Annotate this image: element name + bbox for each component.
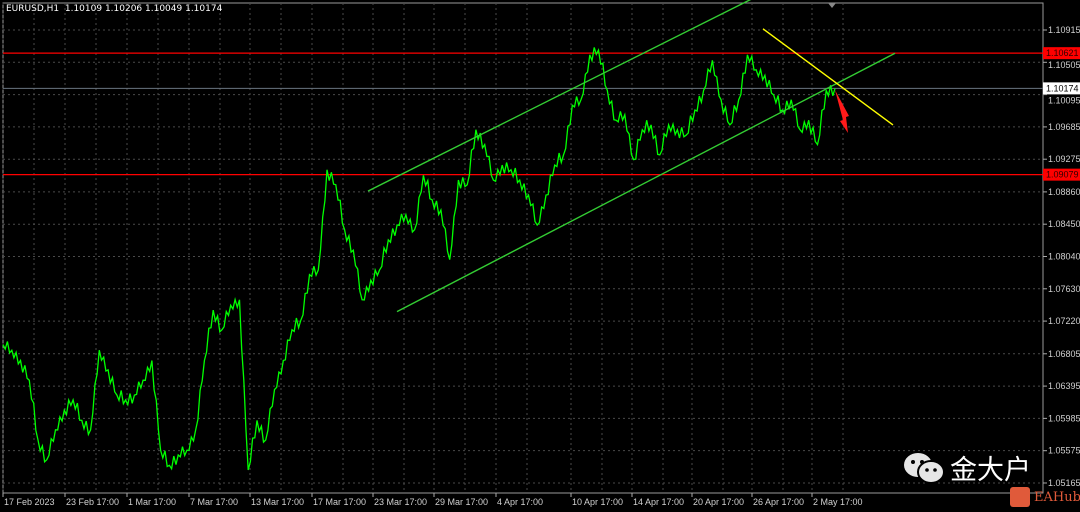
x-tick-label: 10 Apr 17:00: [572, 497, 623, 507]
y-tick-label: 1.10915: [1048, 25, 1080, 35]
y-tick-label: 1.07630: [1048, 284, 1080, 294]
ohlc-label: 1.10109 1.10206 1.10049 1.10174: [64, 4, 223, 14]
x-tick-label: 23 Feb 17:00: [66, 497, 119, 507]
x-tick-label: 23 Mar 17:00: [374, 497, 427, 507]
down-arrow-icon: [835, 90, 849, 133]
chart-title: EURUSD,H1 1.10109 1.10206 1.10049 1.1017…: [6, 4, 222, 14]
price-line: [2, 47, 836, 471]
price-series: [2, 47, 836, 471]
y-tick-label: 1.05985: [1048, 413, 1080, 423]
robot-icon: [1010, 487, 1030, 507]
horizontal-levels: 1.10621 1.09079 1.10174: [3, 47, 1080, 181]
x-tick-label: 4 Apr 17:00: [497, 497, 543, 507]
x-tick-label: 17 Mar 17:00: [313, 497, 366, 507]
current-price-label: 1.10174: [1046, 83, 1079, 93]
y-tick-label: 1.09685: [1048, 122, 1080, 132]
x-tick-label: 2 May 17:00: [813, 497, 863, 507]
eahub-logo: EAHub: [1010, 487, 1080, 507]
x-tick-label: 1 Mar 17:00: [128, 497, 176, 507]
eahub-text: EAHub: [1034, 489, 1080, 505]
level-price-tag: [1043, 47, 1080, 60]
level-price-label: 1.09079: [1046, 170, 1079, 180]
wechat-icon: [904, 452, 945, 484]
shift-marker-icon[interactable]: [828, 3, 836, 8]
y-tick-label: 1.10095: [1048, 95, 1080, 105]
channel-upper-trendline: [367, 0, 752, 192]
level-price-tag: [1043, 168, 1080, 181]
symbol-label: EURUSD,H1: [6, 4, 60, 14]
x-tick-label: 20 Apr 17:00: [693, 497, 744, 507]
downtrend-trendline: [762, 28, 894, 126]
y-tick-label: 1.06395: [1048, 381, 1080, 391]
x-tick-label: 14 Apr 17:00: [633, 497, 684, 507]
x-tick-label: 26 Apr 17:00: [753, 497, 804, 507]
level-price-label: 1.10621: [1046, 48, 1079, 58]
current-price-tag: [1043, 82, 1080, 95]
y-tick-label: 1.07220: [1048, 316, 1080, 326]
watermark: 金大户: [902, 448, 1031, 487]
plot-area: [2, 2, 1044, 494]
grid: [2, 3, 1043, 493]
x-tick-label: 29 Mar 17:00: [435, 497, 488, 507]
channel-lower-trendline: [396, 52, 896, 313]
x-tick-label: 13 Mar 17:00: [251, 497, 304, 507]
x-tick-label: 7 Mar 17:00: [190, 497, 238, 507]
y-tick-label: 1.08450: [1048, 219, 1080, 229]
y-tick-label: 1.05165: [1048, 478, 1080, 488]
watermark-text: 金大户: [950, 455, 1031, 486]
y-tick-label: 1.08860: [1048, 187, 1080, 197]
price-axis[interactable]: 1.10915 1.10505 1.10095 1.09685 1.09275 1.088…: [1043, 25, 1080, 488]
y-tick-label: 1.09275: [1048, 154, 1080, 164]
y-tick-label: 1.10505: [1048, 60, 1080, 70]
trendlines: [367, 0, 896, 313]
y-tick-label: 1.08040: [1048, 251, 1080, 261]
time-axis[interactable]: 17 Feb 2023 23 Feb 17:00 1 Mar 17:00 7 Mar …: [2, 493, 863, 507]
y-tick-label: 1.05575: [1048, 446, 1080, 456]
y-tick-label: 1.06805: [1048, 349, 1080, 359]
x-tick-label: 17 Feb 2023: [4, 497, 55, 507]
